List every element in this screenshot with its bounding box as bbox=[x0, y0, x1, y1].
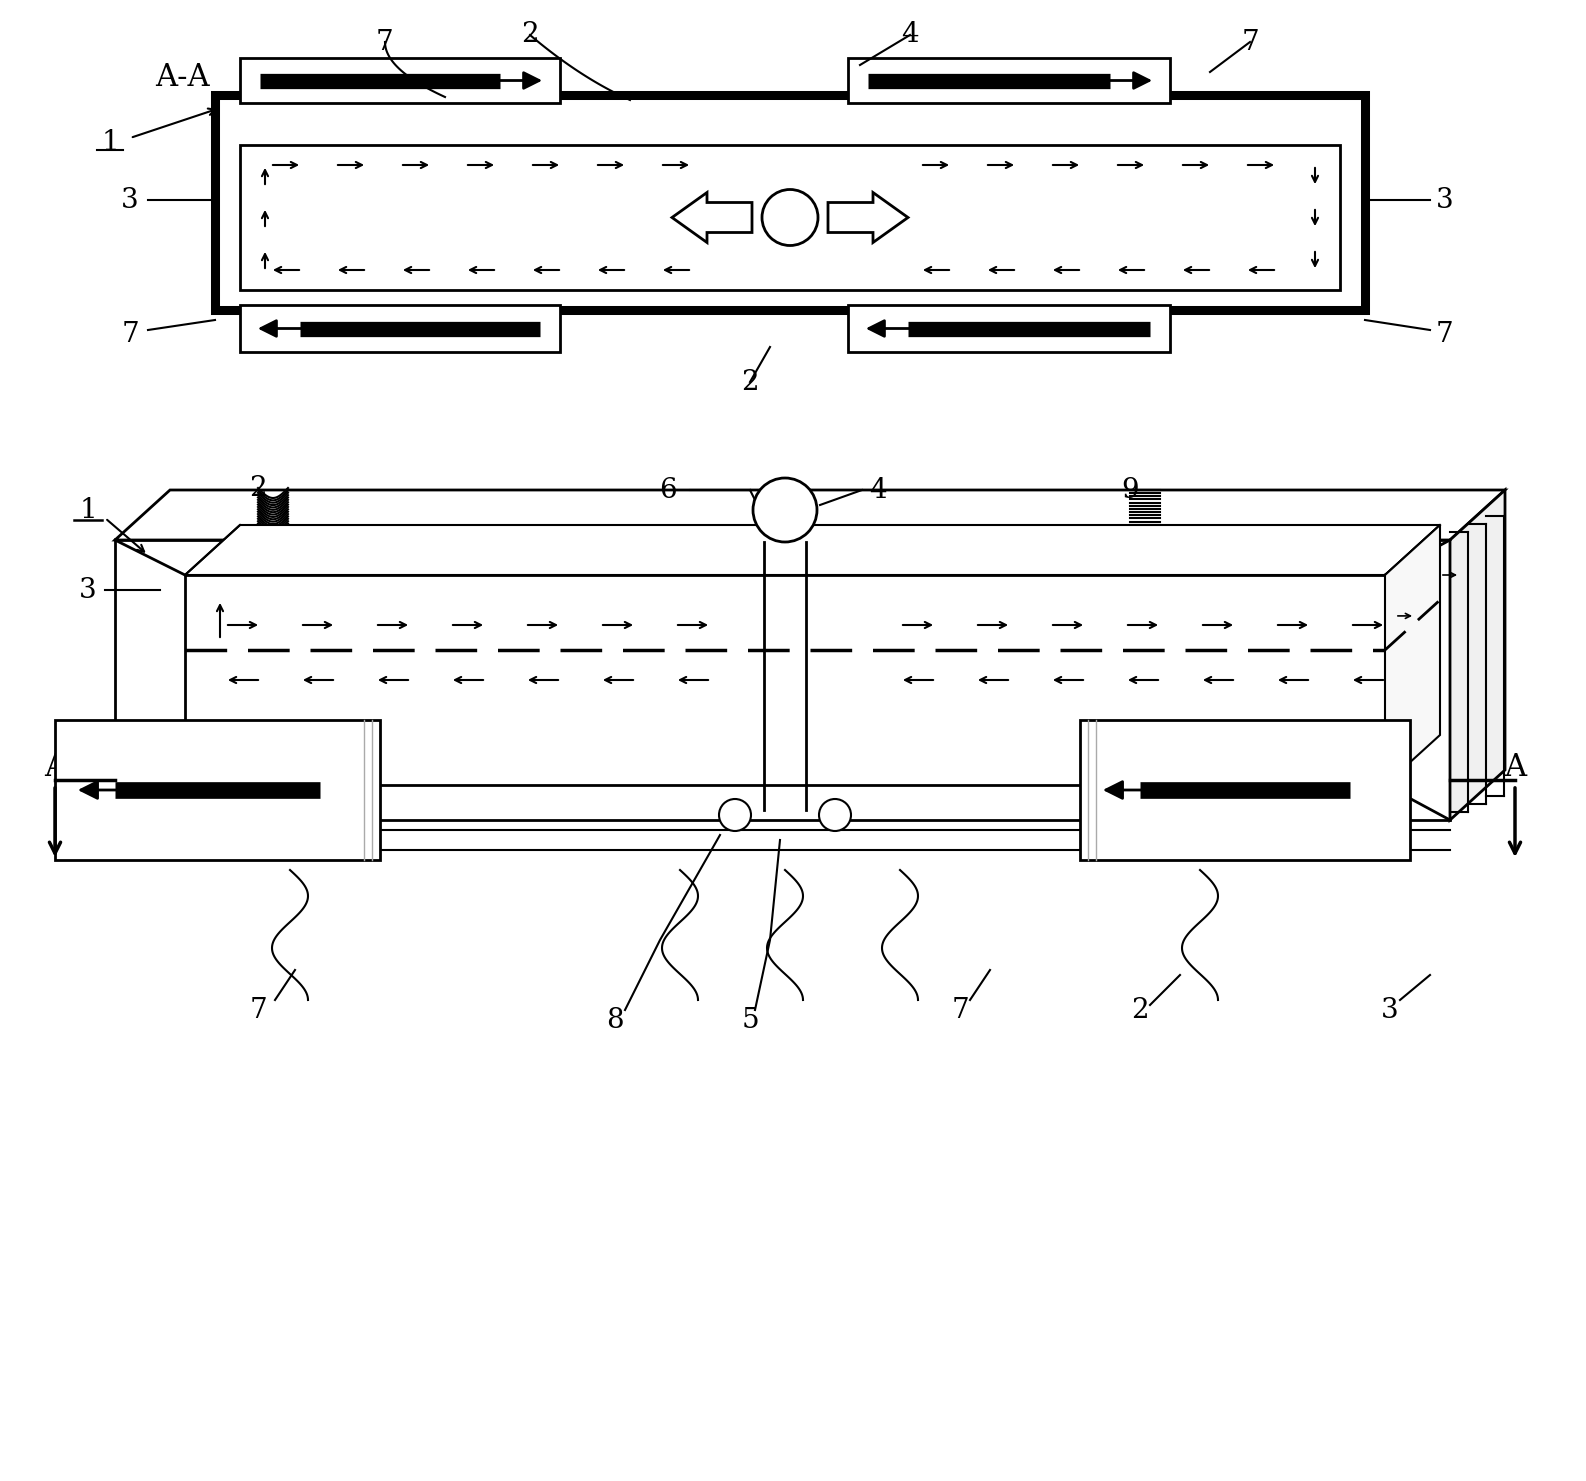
Text: 7: 7 bbox=[249, 997, 266, 1023]
Bar bbox=[239, 305, 560, 352]
Text: A-A: A-A bbox=[155, 62, 209, 93]
Bar bbox=[1080, 720, 1410, 860]
Text: A: A bbox=[44, 752, 67, 783]
Bar bbox=[216, 95, 1366, 310]
Text: 4: 4 bbox=[901, 22, 918, 49]
FancyArrow shape bbox=[828, 193, 909, 243]
Text: 3: 3 bbox=[79, 576, 97, 603]
Text: 7: 7 bbox=[121, 321, 140, 348]
Text: 2: 2 bbox=[522, 22, 539, 49]
Polygon shape bbox=[116, 490, 1505, 541]
FancyArrow shape bbox=[672, 193, 752, 243]
Text: A: A bbox=[1504, 752, 1526, 783]
Text: 7: 7 bbox=[1437, 321, 1454, 348]
Text: 2: 2 bbox=[1131, 997, 1148, 1023]
Text: 7: 7 bbox=[376, 28, 393, 55]
Circle shape bbox=[761, 190, 818, 246]
Text: 4: 4 bbox=[869, 477, 887, 504]
Text: 6: 6 bbox=[660, 477, 677, 504]
Bar bbox=[186, 575, 1385, 785]
Polygon shape bbox=[186, 524, 1440, 575]
Polygon shape bbox=[1450, 490, 1505, 820]
Bar bbox=[849, 305, 1170, 352]
Text: 1: 1 bbox=[102, 129, 119, 156]
Text: 3: 3 bbox=[121, 187, 140, 213]
Circle shape bbox=[718, 800, 752, 831]
Text: 1: 1 bbox=[79, 496, 97, 523]
Text: 9: 9 bbox=[1121, 477, 1139, 504]
Bar bbox=[116, 541, 1450, 820]
Circle shape bbox=[753, 478, 817, 542]
Text: 8: 8 bbox=[606, 1007, 623, 1034]
Text: 7: 7 bbox=[1242, 28, 1259, 55]
Polygon shape bbox=[1385, 524, 1440, 785]
Bar bbox=[849, 58, 1170, 104]
Text: 7: 7 bbox=[952, 997, 969, 1023]
Text: 3: 3 bbox=[1381, 997, 1399, 1023]
Bar bbox=[239, 145, 1340, 290]
Text: 3: 3 bbox=[1437, 187, 1454, 213]
Text: 2: 2 bbox=[249, 474, 266, 502]
Bar bbox=[239, 58, 560, 104]
Circle shape bbox=[818, 800, 852, 831]
Bar bbox=[56, 720, 381, 860]
Text: 2: 2 bbox=[741, 369, 758, 395]
Text: 5: 5 bbox=[741, 1007, 758, 1034]
